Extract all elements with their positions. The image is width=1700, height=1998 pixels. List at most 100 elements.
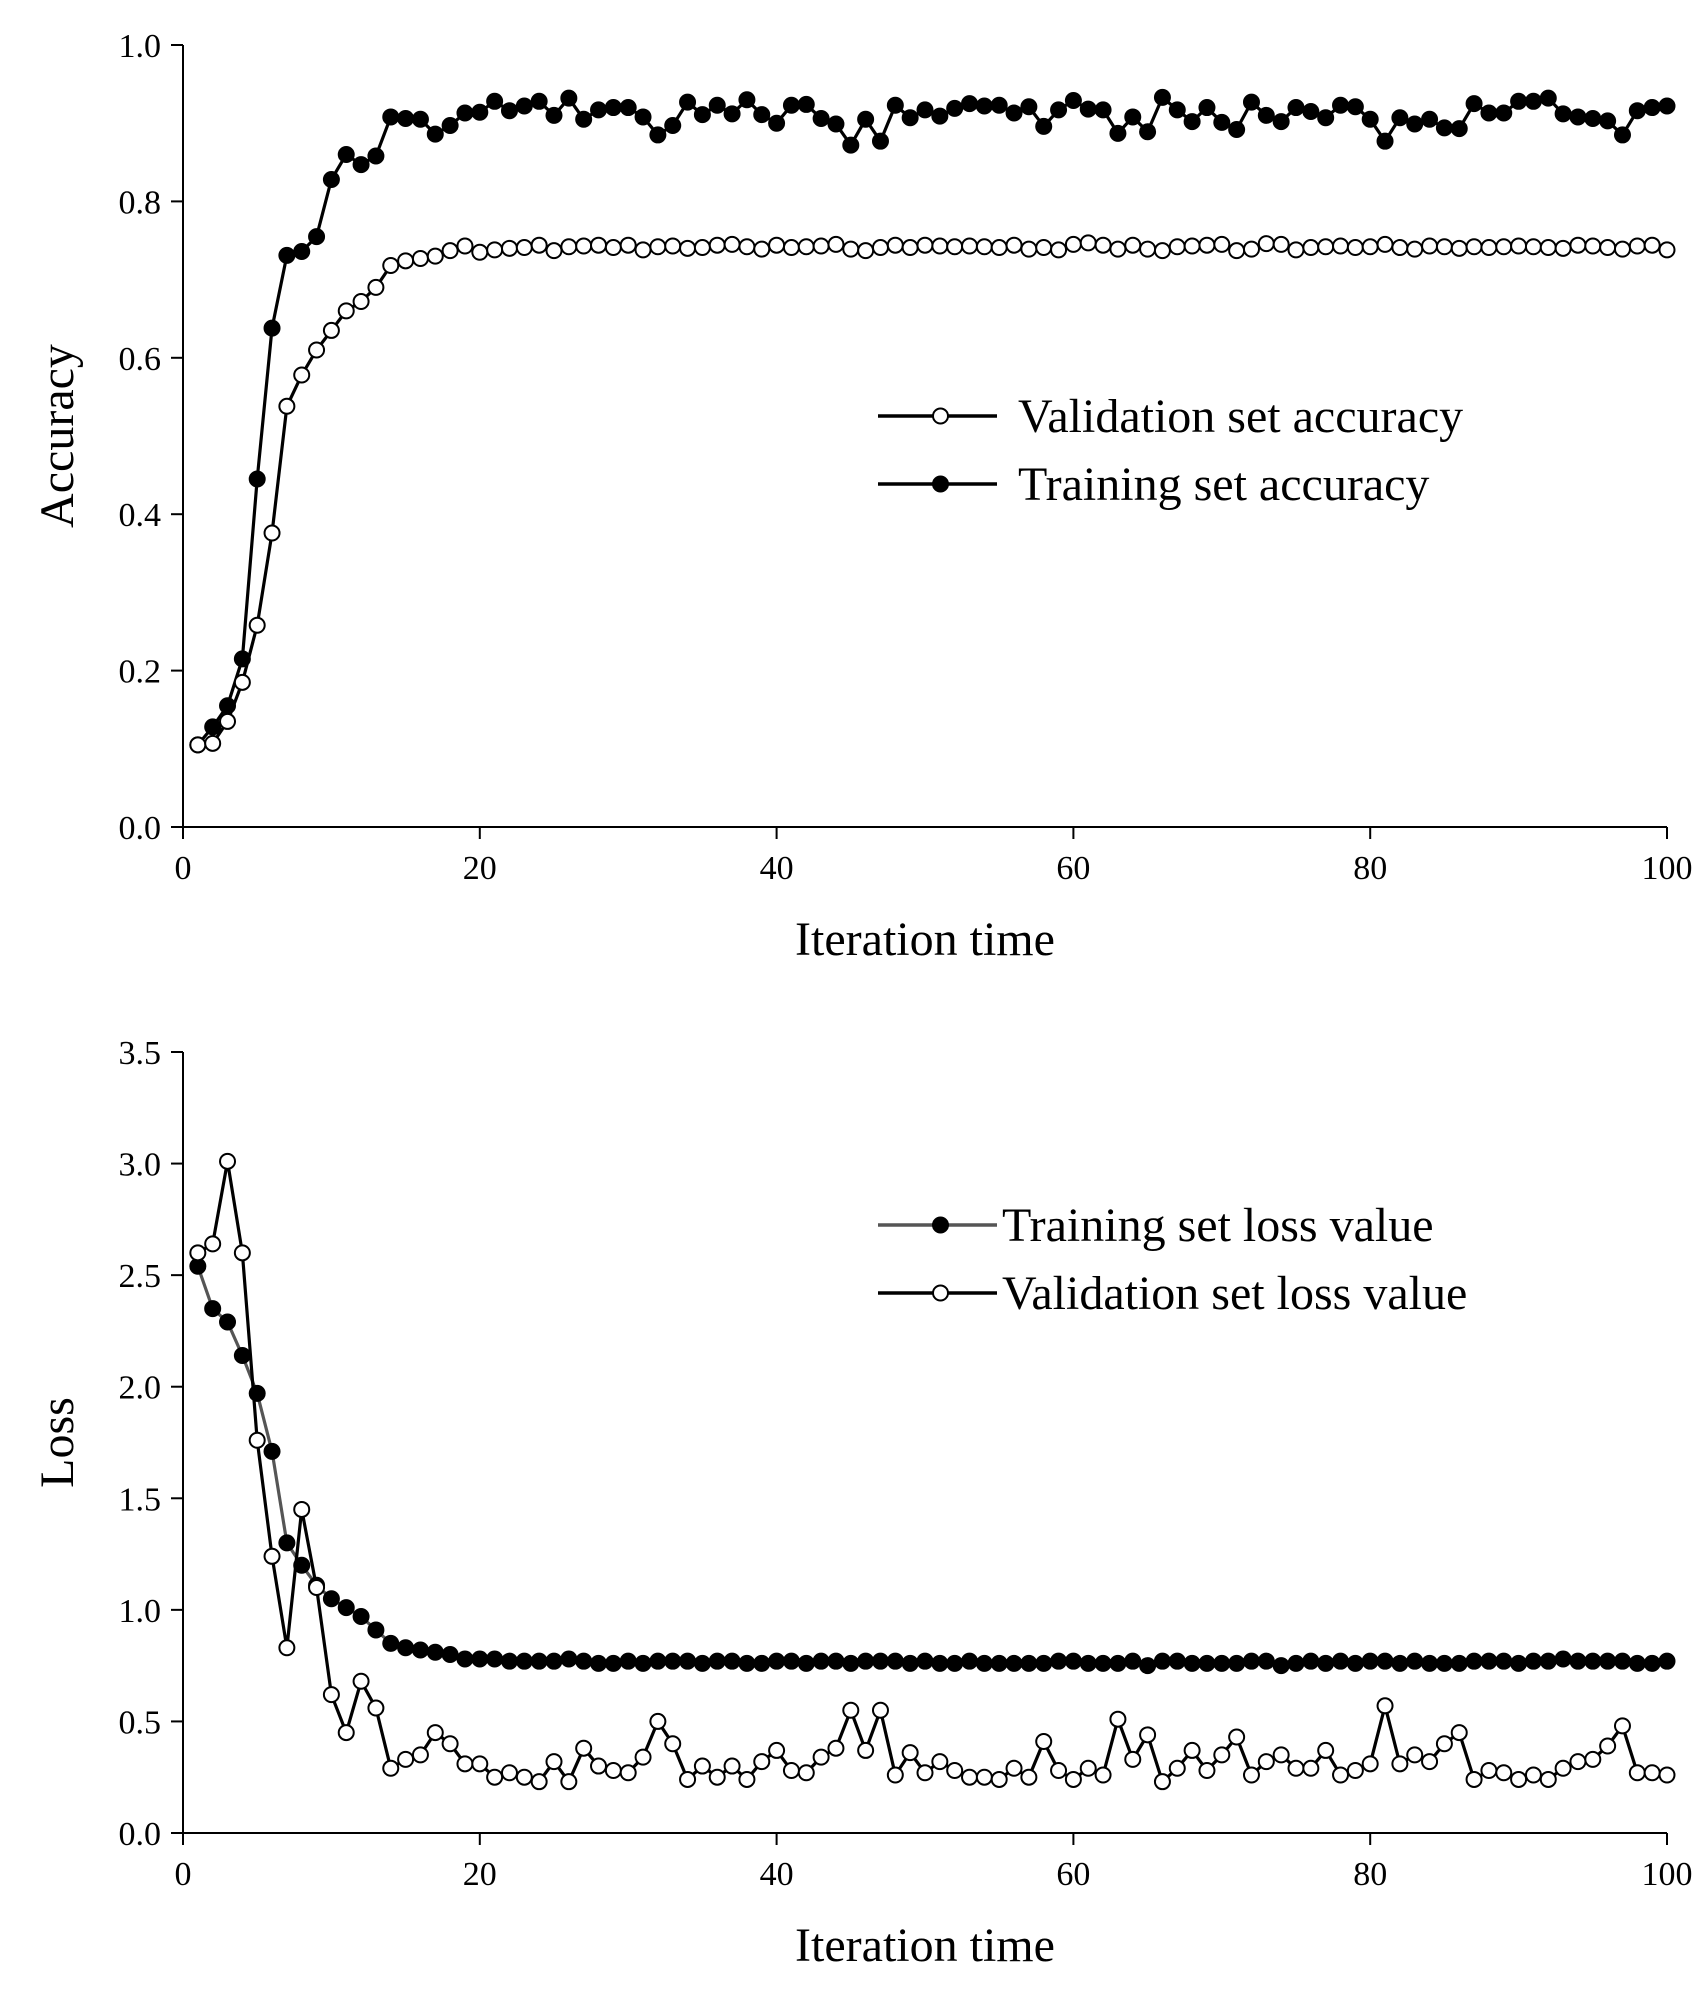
data-point	[782, 96, 800, 114]
data-point	[486, 1650, 504, 1668]
data-point	[1139, 240, 1157, 258]
x-axis-title: Iteration time	[795, 913, 1055, 966]
data-point	[1257, 106, 1275, 124]
data-point	[1643, 236, 1661, 254]
data-point	[397, 252, 415, 270]
data-point	[263, 1547, 281, 1565]
x-tick-label: 80	[1353, 850, 1387, 887]
data-point	[1035, 239, 1053, 257]
data-point	[189, 736, 207, 754]
data-point	[1391, 239, 1409, 257]
data-point	[1168, 1759, 1186, 1777]
data-point	[486, 1768, 504, 1786]
data-point	[961, 1768, 979, 1786]
data-point	[1584, 1652, 1602, 1670]
data-point	[293, 366, 311, 384]
data-point	[382, 257, 400, 275]
data-point	[1035, 1654, 1053, 1672]
data-point	[1495, 1764, 1513, 1782]
data-point	[916, 101, 934, 119]
data-point	[901, 109, 919, 127]
series-validation-set-accuracy	[189, 234, 1676, 754]
data-point	[619, 1764, 637, 1782]
data-point	[886, 236, 904, 254]
y-tick-label: 0.6	[119, 341, 162, 378]
data-point	[1124, 1652, 1142, 1670]
y-tick-label: 3.0	[119, 1147, 162, 1184]
data-point	[1094, 101, 1112, 119]
legend-item: Validation set loss value	[878, 1267, 1467, 1320]
data-point	[441, 1735, 459, 1753]
data-point	[1524, 1652, 1542, 1670]
data-point	[1421, 1654, 1439, 1672]
data-point	[916, 1764, 934, 1782]
data-point	[842, 240, 860, 258]
data-point	[263, 524, 281, 542]
x-tick-label: 60	[1056, 1856, 1090, 1893]
data-point	[931, 1753, 949, 1771]
y-tick-label: 1.0	[119, 28, 162, 65]
legend-marker	[932, 407, 949, 425]
data-point	[1272, 1746, 1290, 1764]
data-point	[1332, 96, 1350, 114]
x-tick-label: 20	[463, 850, 497, 887]
data-point	[337, 302, 355, 320]
data-point	[1450, 1724, 1468, 1742]
data-point	[961, 95, 979, 113]
data-point	[827, 235, 845, 253]
data-point	[1168, 238, 1186, 256]
data-point	[500, 1764, 518, 1782]
data-point	[1524, 92, 1542, 110]
data-point	[990, 1654, 1008, 1672]
y-tick-label: 3.5	[119, 1035, 162, 1072]
data-point	[545, 1753, 563, 1771]
data-point	[1242, 1766, 1260, 1784]
data-point	[575, 1652, 593, 1670]
data-point	[812, 1652, 830, 1670]
data-point	[1139, 1726, 1157, 1744]
data-point	[1168, 101, 1186, 119]
data-point	[1480, 1762, 1498, 1780]
data-point	[753, 1753, 771, 1771]
data-point	[278, 246, 296, 264]
data-point	[1539, 1770, 1557, 1788]
data-point	[738, 1654, 756, 1672]
data-point	[248, 1431, 266, 1449]
data-point	[1287, 1759, 1305, 1777]
data-point	[1628, 1654, 1646, 1672]
data-point	[1272, 113, 1290, 131]
data-point	[827, 1652, 845, 1670]
data-point	[946, 99, 964, 117]
data-point	[1287, 1654, 1305, 1672]
data-point	[1020, 98, 1038, 116]
data-point	[693, 1757, 711, 1775]
data-point	[1005, 104, 1023, 122]
data-point	[308, 228, 326, 246]
data-point	[1554, 239, 1572, 257]
data-point	[1005, 236, 1023, 254]
data-point	[486, 92, 504, 110]
data-point	[1465, 1770, 1483, 1788]
data-point	[1510, 237, 1528, 255]
data-point	[1139, 123, 1157, 141]
data-point	[233, 673, 251, 691]
data-point	[1198, 1762, 1216, 1780]
data-point	[367, 147, 385, 165]
y-axis-title: Loss	[31, 1397, 84, 1488]
data-point	[575, 237, 593, 255]
data-point	[382, 108, 400, 126]
data-point	[352, 1672, 370, 1690]
data-point	[1599, 239, 1617, 257]
data-point	[664, 117, 682, 135]
data-point	[1658, 1652, 1676, 1670]
x-tick-label: 0	[175, 1856, 192, 1893]
data-point	[219, 1313, 237, 1331]
data-point	[708, 236, 726, 254]
data-point	[708, 1652, 726, 1670]
data-point	[530, 236, 548, 254]
data-point	[619, 99, 637, 117]
data-point	[1020, 1654, 1038, 1672]
data-point	[278, 397, 296, 415]
data-point	[382, 1634, 400, 1652]
data-point	[233, 1244, 251, 1262]
